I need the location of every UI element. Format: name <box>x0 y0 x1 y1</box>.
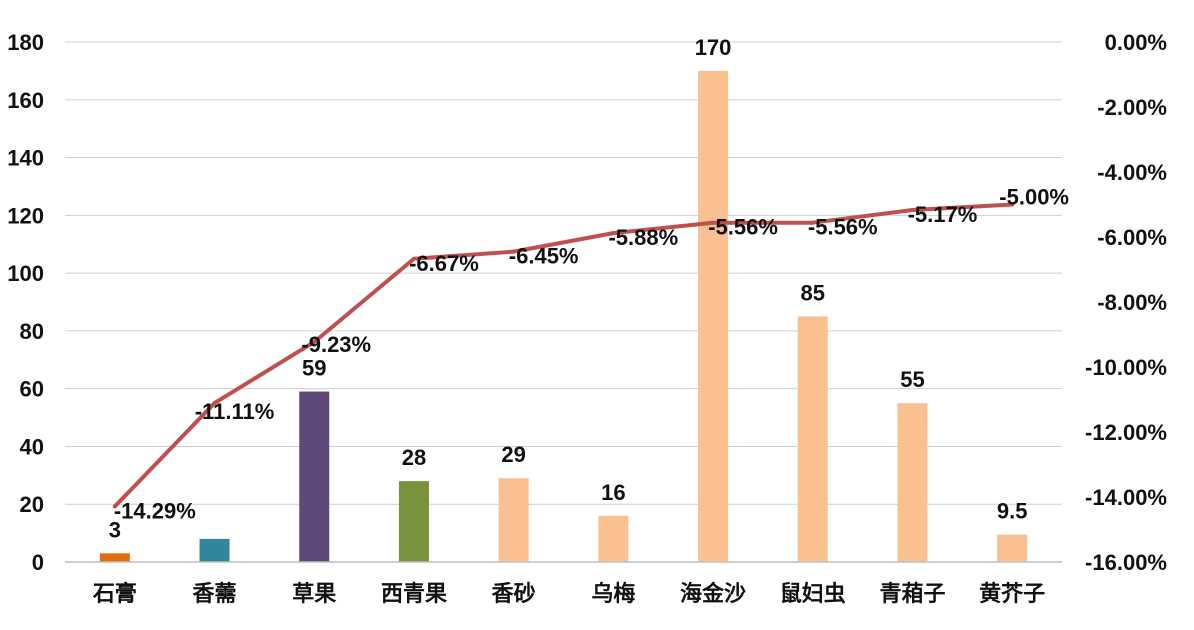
line-point <box>212 401 217 406</box>
right-tick-label: -6.00% <box>1097 225 1167 250</box>
bar <box>797 316 828 562</box>
x-tick-label: 乌梅 <box>591 581 635 607</box>
line-point <box>611 231 616 236</box>
line-value-label: -5.88% <box>608 225 678 250</box>
bar-value-label: 29 <box>501 442 525 467</box>
bar <box>698 70 729 562</box>
bar <box>299 391 330 562</box>
bar <box>997 534 1028 562</box>
line-point <box>1010 202 1015 207</box>
x-tick-label: 海金沙 <box>680 581 746 607</box>
right-tick-label: -10.00% <box>1085 355 1167 380</box>
x-tick-label: 西青果 <box>381 582 447 607</box>
line-value-label: -5.17% <box>908 202 978 227</box>
bar <box>199 538 230 562</box>
line-series <box>112 202 1015 509</box>
line-point <box>411 256 416 261</box>
x-tick-label: 石膏 <box>92 581 137 607</box>
right-tick-label: -8.00% <box>1097 290 1167 315</box>
right-tick-label: -12.00% <box>1085 420 1167 445</box>
line-point <box>810 220 815 225</box>
x-tick-label: 鼠妇虫 <box>780 581 846 607</box>
bar <box>398 481 429 562</box>
line-value-label: -6.67% <box>409 251 479 276</box>
line-value-label: -11.11% <box>195 399 275 424</box>
line-value-label: -5.56% <box>708 215 778 240</box>
bar-value-label: 9.5 <box>997 499 1028 524</box>
left-tick-label: 0 <box>32 550 44 575</box>
right-tick-label: -14.00% <box>1085 485 1167 510</box>
left-tick-label: 140 <box>7 146 44 171</box>
right-tick-label: -16.00% <box>1085 550 1167 575</box>
line-value-label: -6.45% <box>509 244 579 269</box>
line-point <box>112 504 117 509</box>
bar <box>897 403 928 562</box>
line-value-label: -14.29% <box>114 498 196 523</box>
left-y-axis: 0 20 40 60 80 100 120 140 160 180 <box>7 30 44 575</box>
line-point <box>910 208 915 213</box>
right-tick-label: -2.00% <box>1097 95 1167 120</box>
line-value-label: -5.00% <box>999 185 1069 210</box>
bar <box>598 515 629 562</box>
x-tick-label: 香薷 <box>193 581 237 607</box>
x-tick-label: 黄芥子 <box>979 582 1045 607</box>
data-labels: 3 59 28 29 16 170 85 55 9.5 -14.29% -11.11% -9.23% -… <box>109 35 1069 542</box>
line-point <box>312 339 317 344</box>
x-axis: 石膏 香薷 草果 西青果 香砂 乌梅 海金沙 鼠妇虫 青葙子 黄芥子 <box>65 561 1062 607</box>
bar-value-label: 85 <box>801 280 825 305</box>
line-value-label: -9.23% <box>301 332 371 357</box>
bar-value-label: 16 <box>601 480 625 505</box>
right-y-axis: 0.00% -2.00% -4.00% -6.00% -8.00% -10.00% -12.… <box>1085 30 1167 575</box>
line-value-label: -5.56% <box>808 215 878 240</box>
line-point <box>711 220 716 225</box>
bar-value-label: 3 <box>109 517 121 542</box>
right-tick-label: 0.00% <box>1105 30 1167 55</box>
left-tick-label: 60 <box>20 377 44 402</box>
x-tick-label: 草果 <box>292 581 336 607</box>
left-tick-label: 80 <box>20 319 44 344</box>
x-tick-label: 青葙子 <box>879 581 945 607</box>
left-tick-label: 160 <box>7 88 44 113</box>
left-tick-label: 40 <box>20 434 44 459</box>
left-tick-label: 180 <box>7 30 44 55</box>
bar-value-label: 28 <box>402 445 426 470</box>
bar-value-label: 170 <box>695 35 732 60</box>
bar-value-label: 59 <box>302 356 326 381</box>
bar <box>99 553 130 562</box>
grid-lines <box>65 41 1062 563</box>
bar-value-label: 55 <box>900 367 924 392</box>
bar-series <box>99 70 1028 562</box>
left-tick-label: 120 <box>7 203 44 228</box>
x-tick-label: 香砂 <box>492 581 536 607</box>
left-tick-label: 20 <box>20 492 44 517</box>
line-path <box>112 202 1015 509</box>
right-tick-label: -4.00% <box>1097 160 1167 185</box>
left-tick-label: 100 <box>7 261 44 286</box>
line-point <box>511 249 516 254</box>
bar <box>498 478 529 562</box>
